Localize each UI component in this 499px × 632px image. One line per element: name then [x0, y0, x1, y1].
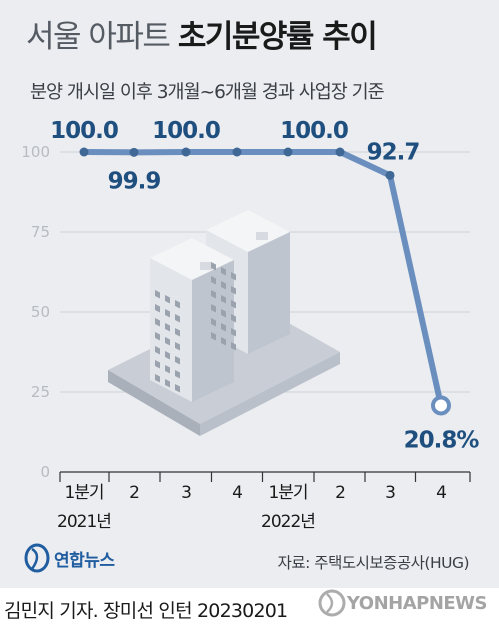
- data-point-last: [431, 395, 451, 416]
- data-label: 100.0: [280, 118, 348, 144]
- x-category-label: 2: [129, 483, 139, 503]
- x-category-label: 1분기: [268, 483, 307, 503]
- line-layer: [79, 147, 451, 416]
- data-label: 99.9: [108, 168, 161, 194]
- data-point: [385, 170, 395, 180]
- yonhap-logo: 연합뉴스: [24, 543, 115, 573]
- x-category-label: 1분기: [64, 483, 103, 503]
- watermark: YONHAPNEWS: [317, 588, 488, 618]
- watermark-text: YONHAPNEWS: [346, 592, 488, 614]
- y-tick-label: 75: [31, 223, 50, 241]
- y-tick-label: 50: [31, 303, 50, 321]
- x-category-label: 4: [436, 483, 446, 503]
- axis-layer: 0 25 50 75 100 1분기 2 3 4 1분기 2 3 4 2021년 2022년: [21, 143, 471, 532]
- data-point: [335, 147, 345, 157]
- x-category-label: 3: [385, 483, 395, 503]
- y-tick-label: 100: [21, 143, 50, 161]
- logo-text: 연합뉴스: [54, 550, 115, 571]
- data-point: [232, 147, 242, 157]
- buildings-illustration: [108, 210, 340, 436]
- x-year-label: 2022년: [261, 512, 315, 532]
- data-point: [79, 147, 89, 157]
- x-year-label: 2021년: [57, 512, 111, 532]
- data-point: [181, 147, 191, 157]
- page-subtitle: 분양 개시일 이후 3개월~6개월 경과 사업장 기준: [30, 82, 385, 103]
- series-line: [81, 149, 444, 409]
- data-point: [129, 147, 139, 157]
- y-tick-label: 25: [31, 383, 50, 401]
- title-bold: 초기분양률 추이: [177, 19, 378, 55]
- data-point: [283, 147, 293, 157]
- data-label: 20.8%: [404, 427, 480, 453]
- x-category-label: 4: [232, 483, 242, 503]
- page-title: 서울 아파트 초기분양률 추이: [26, 19, 378, 55]
- watermark-globe-icon: [318, 589, 346, 617]
- data-label: 100.0: [152, 118, 220, 144]
- label-layer: 100.0 99.9 100.0 100.0 92.7 20.8%: [50, 118, 480, 453]
- chart-area: 0 25 50 75 100 1분기 2 3 4 1분기 2 3 4 2021년 2022년 100.0 99…: [21, 118, 480, 532]
- credit-text: 김민지 기자. 장미선 인턴 20230201: [4, 600, 288, 622]
- y-tick-label: 0: [40, 463, 50, 481]
- data-label: 92.7: [367, 139, 420, 165]
- data-label: 100.0: [50, 118, 118, 144]
- x-category-label: 3: [181, 483, 191, 503]
- yonhap-globe-icon: [24, 543, 50, 573]
- title-light: 서울 아파트: [26, 19, 171, 55]
- x-category-label: 2: [335, 483, 345, 503]
- source-text: 자료: 주택도시보증공사(HUG): [277, 554, 470, 572]
